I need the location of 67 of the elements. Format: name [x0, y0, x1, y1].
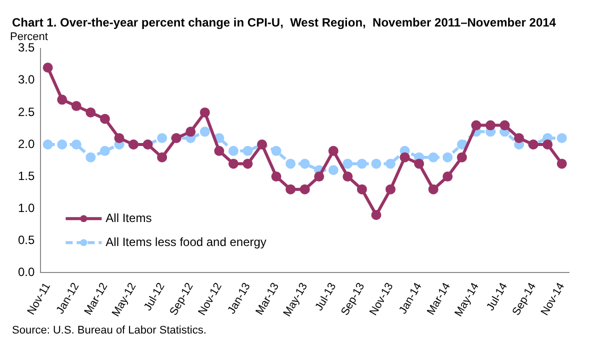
y-tick-label: 1.5: [18, 168, 35, 183]
source-note: Source: U.S. Bureau of Labor Statistics.: [12, 324, 206, 337]
legend-label: All Items: [106, 210, 152, 225]
point: [100, 146, 110, 156]
point: [214, 133, 224, 144]
point: [214, 146, 224, 156]
point: [328, 146, 338, 156]
point: [371, 210, 382, 220]
point: [42, 140, 53, 150]
point: [286, 158, 296, 169]
point: [471, 120, 482, 130]
point: [271, 146, 282, 156]
y-tick-label: 3.5: [18, 40, 35, 55]
point: [542, 140, 553, 150]
point: [228, 158, 238, 169]
point: [114, 133, 124, 144]
point: [286, 184, 296, 194]
point: [342, 158, 353, 169]
point: [314, 172, 324, 182]
point: [200, 126, 210, 137]
point: [342, 172, 353, 182]
point: [356, 184, 367, 194]
point: [157, 133, 168, 144]
point: [42, 62, 53, 73]
point: [371, 158, 382, 169]
point: [514, 133, 524, 144]
point: [100, 114, 110, 124]
point: [442, 152, 453, 162]
point: [456, 152, 467, 162]
point: [500, 120, 510, 130]
point: [86, 107, 96, 118]
y-tick-label: 0.0: [18, 264, 35, 279]
point: [228, 146, 238, 156]
legend-label: All Items less food and energy: [106, 234, 266, 249]
point: [386, 184, 396, 194]
y-tick-label: 2.5: [18, 104, 35, 119]
y-tick-label: 2.0: [18, 136, 35, 151]
point: [400, 152, 410, 162]
point: [300, 184, 310, 194]
point: [71, 101, 82, 112]
point: [356, 158, 367, 169]
point: [57, 94, 68, 105]
point: [86, 152, 96, 162]
point: [428, 152, 438, 162]
point: [300, 158, 310, 169]
point: [556, 133, 567, 144]
point: [57, 140, 68, 150]
point: [414, 158, 424, 169]
point: [242, 158, 253, 169]
point: [200, 107, 210, 118]
point: [556, 158, 567, 169]
chart-title: Chart 1. Over-the-year percent change in CPI-U, West Region, November 2011–November 2014: [12, 16, 556, 30]
point: [71, 140, 82, 150]
point: [271, 172, 282, 182]
y-tick-label: 3.0: [18, 72, 35, 87]
point: [386, 158, 396, 169]
point: [242, 146, 253, 156]
y-axis-title: Percent: [10, 30, 48, 43]
point: [186, 126, 196, 137]
y-tick-label: 1.0: [18, 200, 35, 215]
point: [428, 184, 438, 194]
point: [456, 140, 467, 150]
point: [442, 172, 453, 182]
y-tick-label: 0.5: [18, 232, 35, 247]
point: [328, 165, 338, 176]
point: [485, 120, 496, 130]
point: [157, 152, 168, 162]
